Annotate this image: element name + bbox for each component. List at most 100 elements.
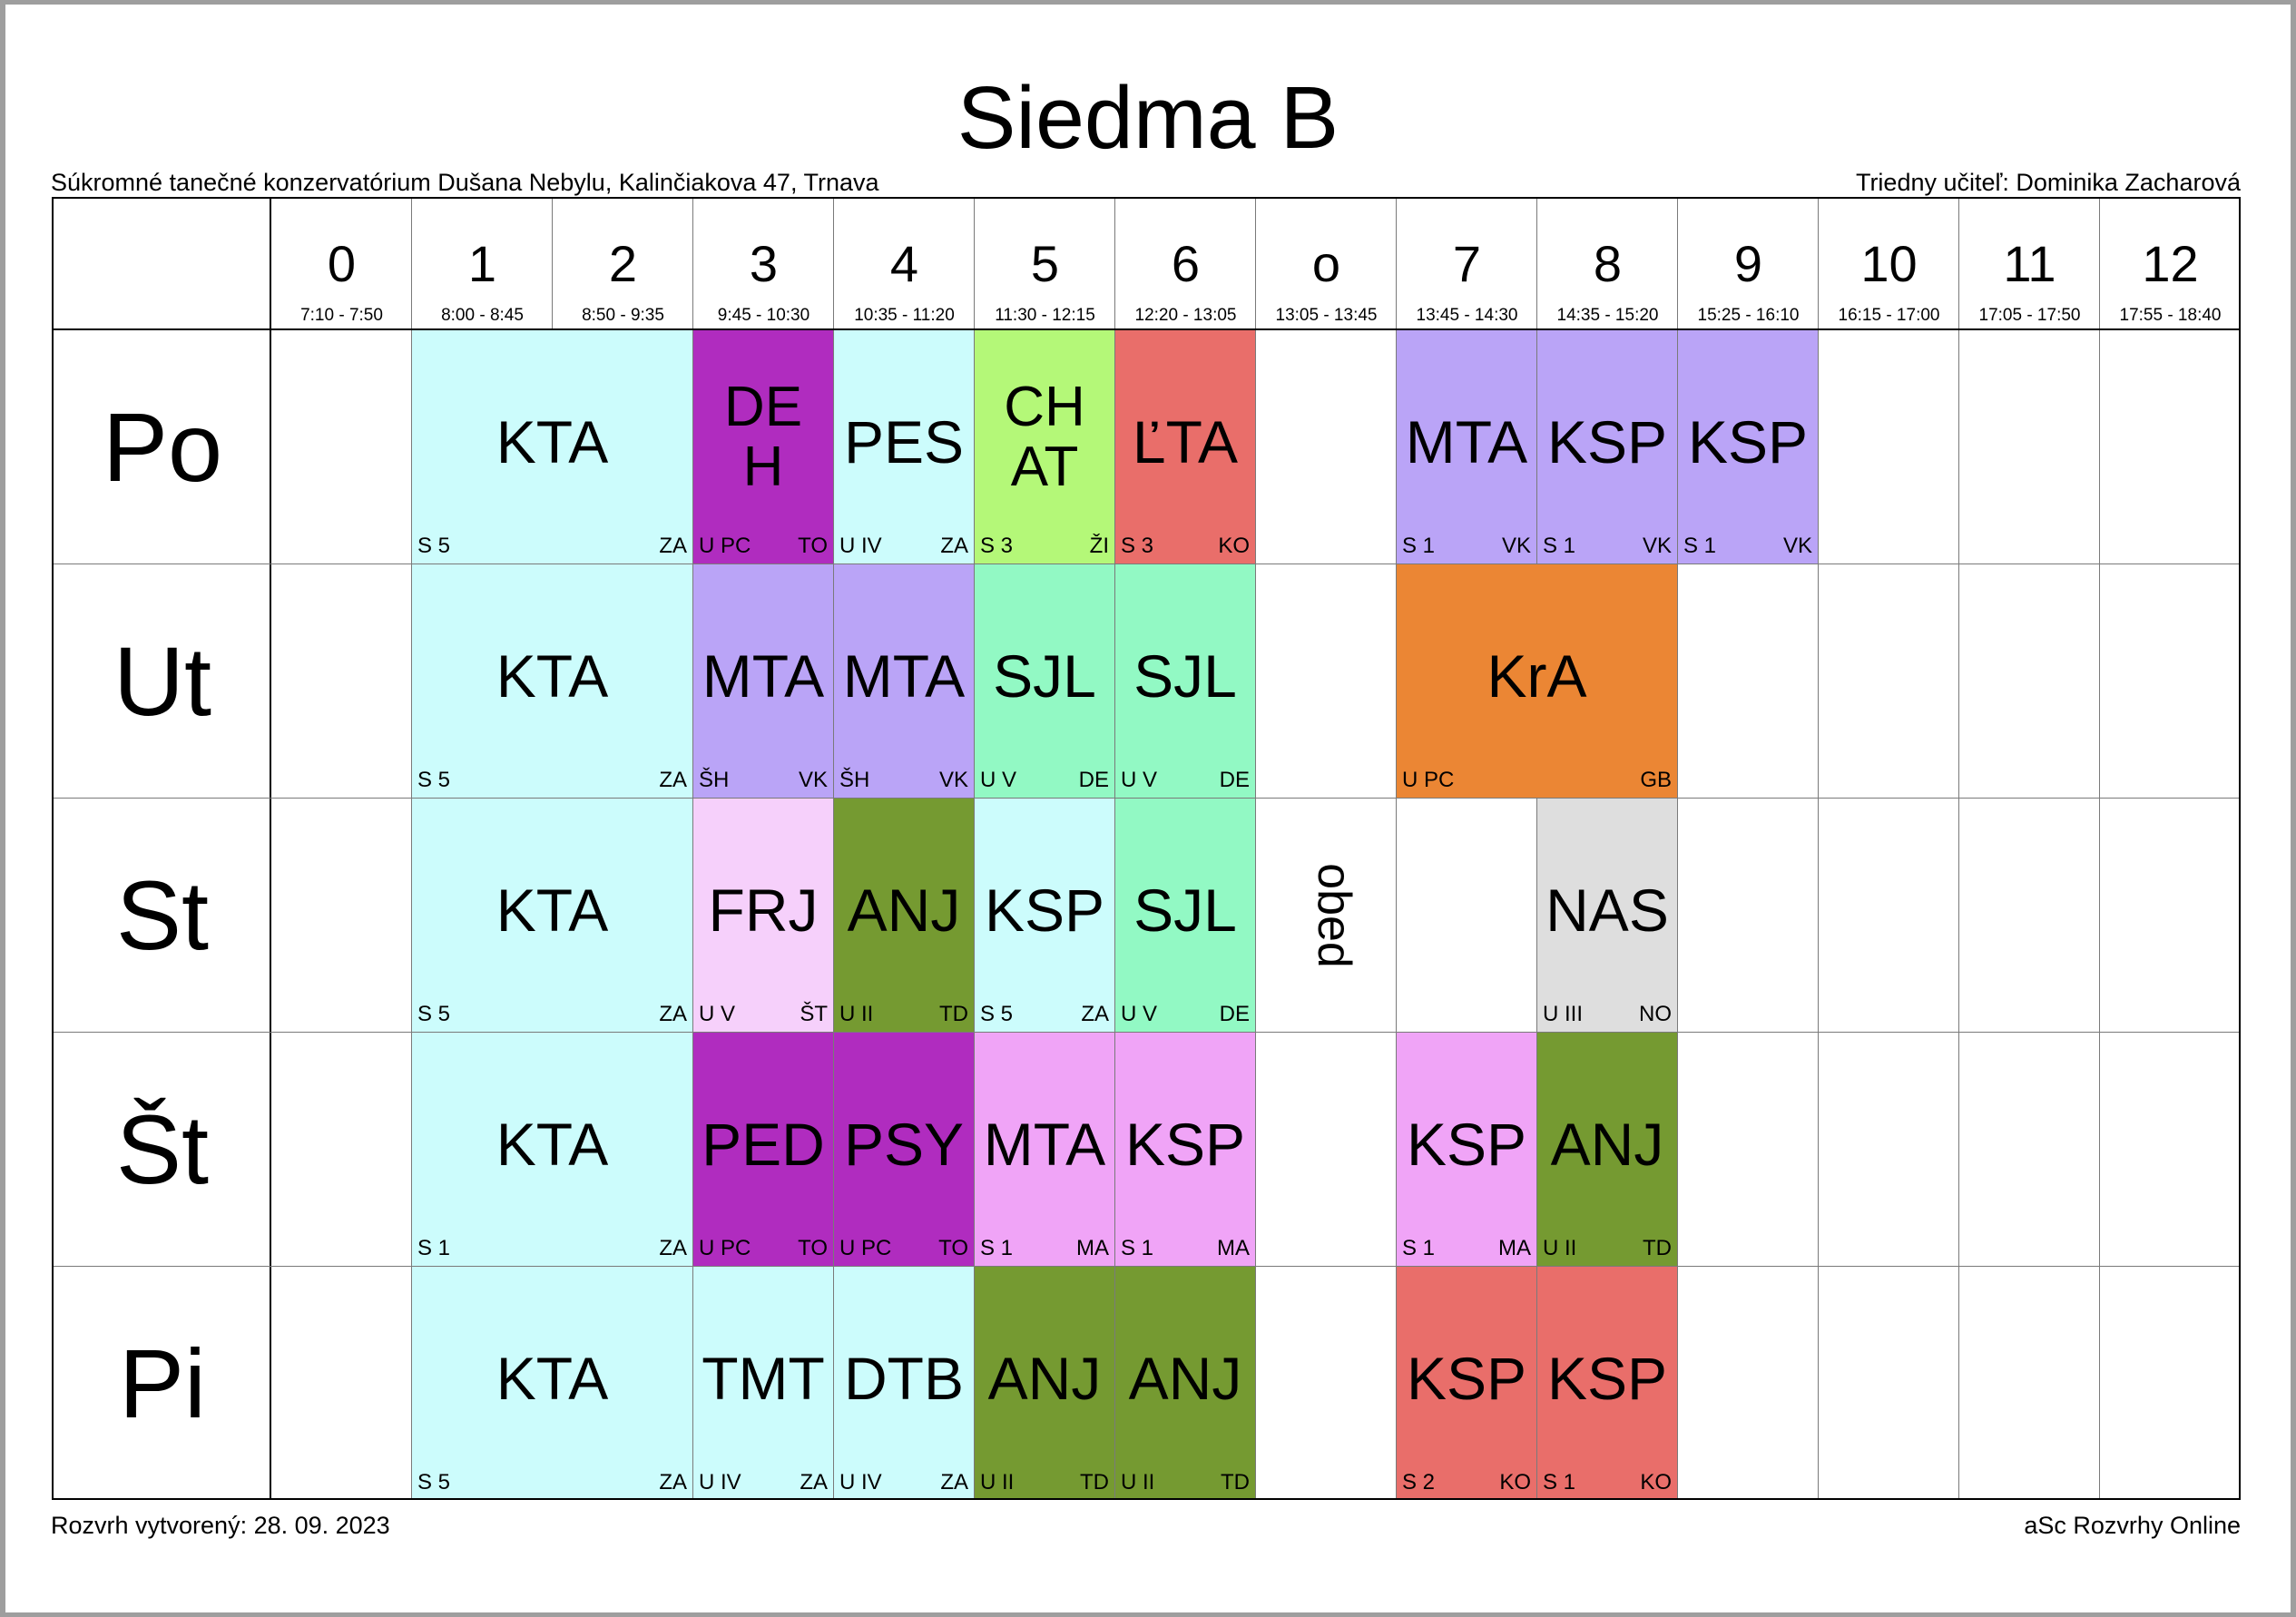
- lesson-card[interactable]: KSP S 1 VK: [1678, 330, 1819, 564]
- day-column-divider: [270, 199, 271, 1498]
- lesson-subject: PED: [702, 1110, 825, 1178]
- lesson-room: S 1: [980, 1236, 1014, 1260]
- lesson-teacher: TD: [939, 1002, 968, 1026]
- period-time: 12:20 - 13:05: [1134, 306, 1237, 325]
- lesson-room: U PC: [699, 534, 751, 558]
- lesson-card[interactable]: ANJ U II TD: [1537, 1033, 1678, 1267]
- lesson-subject: NAS: [1545, 876, 1669, 944]
- period-number: 3: [749, 235, 779, 292]
- class-teacher: Triedny učiteľ: Dominika Zacharová: [1855, 169, 2241, 196]
- lesson-room: U V: [1121, 768, 1158, 792]
- period-time: 15:25 - 16:10: [1697, 306, 1800, 325]
- lesson-subject: KTA: [496, 642, 609, 710]
- period-number: 7: [1452, 235, 1482, 292]
- lesson-card[interactable]: SJL U V DE: [975, 564, 1115, 799]
- lesson-card[interactable]: MTA S 1 MA: [975, 1033, 1115, 1267]
- lesson-card[interactable]: ANJ U II TD: [834, 799, 975, 1033]
- lesson-card[interactable]: KrA U PC GB: [1397, 564, 1678, 799]
- lesson-card[interactable]: KTA S 1 ZA: [412, 1033, 693, 1267]
- lesson-teacher: ZA: [659, 1236, 687, 1260]
- period-time: 16:15 - 17:00: [1838, 306, 1940, 325]
- column-divider: [1536, 199, 1537, 1498]
- lesson-card[interactable]: NAS U III NO: [1537, 799, 1678, 1033]
- day-label: Št: [115, 1094, 210, 1204]
- lesson-room: U IV: [839, 534, 882, 558]
- lesson-card[interactable]: KTA S 5 ZA: [412, 1267, 693, 1498]
- lesson-room: S 5: [417, 768, 451, 792]
- page-title: Siedma B: [957, 68, 1339, 167]
- lesson-subject: MTA: [1405, 407, 1528, 475]
- period-number: 11: [2003, 235, 2056, 292]
- header-divider: [54, 328, 2239, 330]
- lesson-room: S 5: [417, 534, 451, 558]
- lesson-card[interactable]: KTA S 5 ZA: [412, 330, 693, 564]
- lesson-subject: SJL: [993, 642, 1096, 710]
- lesson-card[interactable]: MTA S 1 VK: [1397, 330, 1537, 564]
- lesson-subject: KTA: [496, 876, 609, 944]
- lesson-card[interactable]: DE H U PC TO: [693, 330, 834, 564]
- lesson-card[interactable]: FRJ U V ŠT: [693, 799, 834, 1033]
- period-time: 7:10 - 7:50: [300, 306, 383, 325]
- lesson-room: S 1: [1543, 1470, 1576, 1494]
- lesson-teacher: KO: [1218, 534, 1250, 558]
- lesson-card[interactable]: KTA S 5 ZA: [412, 564, 693, 799]
- lesson-subject: KrA: [1487, 642, 1587, 710]
- lesson-teacher: ZA: [800, 1470, 828, 1494]
- lesson-card[interactable]: DTB U IV ZA: [834, 1267, 975, 1498]
- lesson-teacher: ZA: [659, 1470, 687, 1494]
- lesson-card[interactable]: PSY U PC TO: [834, 1033, 975, 1267]
- period-number: 2: [608, 235, 638, 292]
- lesson-teacher: VK: [1642, 534, 1672, 558]
- lesson-teacher: KO: [1499, 1470, 1531, 1494]
- lesson-subject: KTA: [496, 1344, 609, 1412]
- lesson-card[interactable]: SJL U V DE: [1115, 799, 1256, 1033]
- lesson-card[interactable]: MTA ŠH VK: [834, 564, 975, 799]
- lesson-card[interactable]: KSP S 1 VK: [1537, 330, 1678, 564]
- lesson-subject: MTA: [842, 642, 966, 710]
- lesson-teacher: ZA: [659, 768, 687, 792]
- lesson-room: S 2: [1402, 1470, 1436, 1494]
- lesson-room: S 1: [1121, 1236, 1154, 1260]
- lesson-teacher: VK: [938, 768, 968, 792]
- lesson-room: U II: [839, 1002, 874, 1026]
- lesson-card[interactable]: KSP S 1 MA: [1115, 1033, 1256, 1267]
- lesson-card[interactable]: KSP S 1 KO: [1537, 1267, 1678, 1498]
- lesson-room: U II: [1543, 1236, 1577, 1260]
- period-number: 1: [467, 235, 497, 292]
- lesson-teacher: MA: [1217, 1236, 1250, 1260]
- lesson-subject: KTA: [496, 1110, 609, 1178]
- period-number: 8: [1593, 235, 1623, 292]
- lesson-teacher: VK: [1782, 534, 1812, 558]
- lesson-room: U IV: [699, 1470, 741, 1494]
- lesson-teacher: MA: [1498, 1236, 1531, 1260]
- lesson-room: S 1: [1543, 534, 1576, 558]
- period-number: 6: [1171, 235, 1201, 292]
- period-time: 11:30 - 12:15: [995, 306, 1095, 325]
- lesson-card[interactable]: ANJ U II TD: [1115, 1267, 1256, 1498]
- lesson-teacher: ŽI: [1089, 534, 1109, 558]
- lesson-card[interactable]: KSP S 1 MA: [1397, 1033, 1537, 1267]
- lesson-card[interactable]: PED U PC TO: [693, 1033, 834, 1267]
- lesson-card[interactable]: KSP S 5 ZA: [975, 799, 1115, 1033]
- lesson-card[interactable]: MTA ŠH VK: [693, 564, 834, 799]
- lesson-room: S 3: [980, 534, 1014, 558]
- lesson-subject: KSP: [1124, 1110, 1246, 1178]
- lesson-subject: ĽTA: [1132, 407, 1239, 475]
- lesson-card[interactable]: ĽTA S 3 KO: [1115, 330, 1256, 564]
- lesson-card[interactable]: CH AT S 3 ŽI: [975, 330, 1115, 564]
- lesson-room: S 1: [1402, 1236, 1436, 1260]
- lesson-card[interactable]: SJL U V DE: [1115, 564, 1256, 799]
- lesson-card[interactable]: PES U IV ZA: [834, 330, 975, 564]
- lunch-break-label: obed: [1307, 862, 1360, 968]
- lesson-subject: KSP: [984, 876, 1105, 944]
- lesson-subject: SJL: [1133, 642, 1237, 710]
- lesson-teacher: VK: [1501, 534, 1531, 558]
- lesson-card[interactable]: ANJ U II TD: [975, 1267, 1115, 1498]
- lesson-card[interactable]: KTA S 5 ZA: [412, 799, 693, 1033]
- lesson-room: U V: [980, 768, 1017, 792]
- lesson-card[interactable]: KSP S 2 KO: [1397, 1267, 1537, 1498]
- lesson-card[interactable]: TMT U IV ZA: [693, 1267, 834, 1498]
- brand-label: aSc Rozvrhy Online: [2024, 1512, 2241, 1539]
- lesson-subject: KSP: [1546, 407, 1668, 475]
- lesson-subject: MTA: [702, 642, 825, 710]
